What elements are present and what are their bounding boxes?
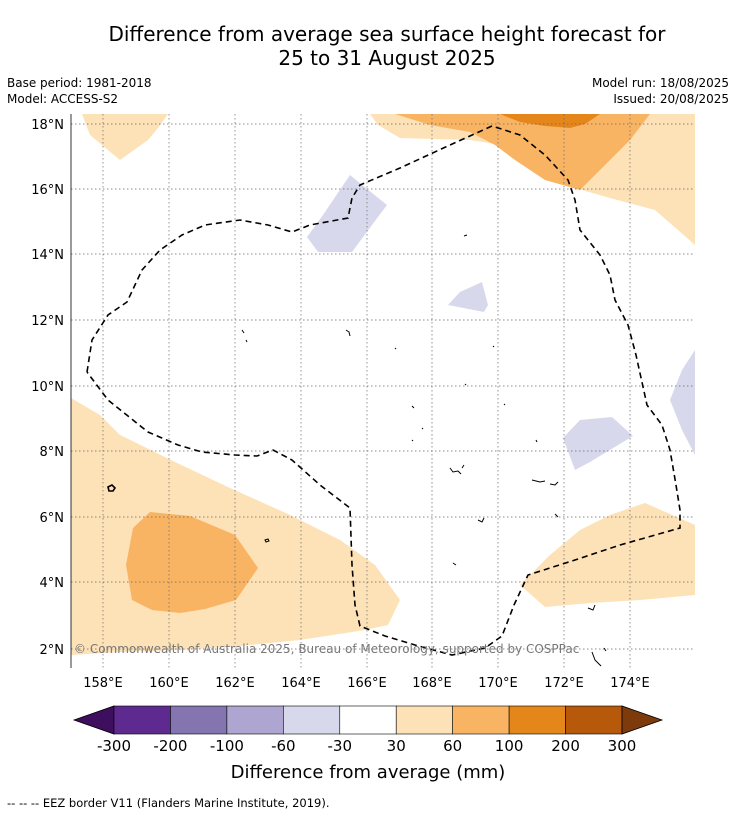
latitude-label: 2°N: [40, 643, 65, 658]
longitude-label: 162°E: [215, 676, 255, 691]
colorbar-segment: [508, 705, 566, 735]
model-name: Model: ACCESS-S2: [7, 92, 119, 106]
eez-footnote: -- -- -- EEZ border V11 (Flanders Marine…: [7, 796, 330, 810]
colorbar: [72, 705, 664, 735]
negative-anomaly-patch-3: [563, 417, 633, 470]
colorbar-segment: [452, 705, 510, 735]
latitude-label: 8°N: [40, 445, 65, 460]
meta-right: Model run: 18/08/2025 Issued: 20/08/2025: [592, 75, 729, 107]
colorbar-extend-low: [72, 705, 115, 735]
base-period: Base period: 1981-2018: [7, 76, 152, 90]
colorbar-tick-label: 100: [495, 737, 524, 755]
positive-anomaly-region-se: [520, 503, 695, 607]
title-line-2: 25 to 31 August 2025: [278, 46, 496, 70]
negative-anomaly-patch-4: [670, 350, 695, 455]
colorbar-segment: [395, 705, 453, 735]
colorbar-segment: [170, 705, 228, 735]
longitude-labels: 158°E 160°E 162°E 164°E 166°E 168°E 170°E 172°E…: [83, 676, 650, 691]
positive-anomaly-region-ne-60: [395, 114, 650, 190]
colorbar-segment: [339, 705, 397, 735]
colorbar-segment: [283, 705, 341, 735]
colorbar-tick-label: -60: [271, 737, 296, 755]
colorbar-tick-label: -30: [328, 737, 353, 755]
longitude-label: 160°E: [149, 676, 189, 691]
latitude-label: 18°N: [31, 118, 64, 133]
colorbar-segment: [113, 705, 171, 735]
colorbar-tick-label: 300: [608, 737, 637, 755]
colorbar-tick-label: -100: [210, 737, 244, 755]
colorbar-tick-label: 30: [387, 737, 406, 755]
longitude-label: 166°E: [347, 676, 387, 691]
contour-fills: [71, 114, 695, 655]
colorbar-segment: [226, 705, 284, 735]
latitude-label: 10°N: [31, 380, 64, 395]
longitude-label: 174°E: [610, 676, 650, 691]
colorbar-extend-high: [621, 705, 664, 735]
issued-date: Issued: 20/08/2025: [613, 92, 729, 106]
positive-anomaly-region-nw: [82, 114, 168, 160]
negative-anomaly-patch-2: [448, 282, 488, 312]
eez-border: [86, 125, 681, 656]
copyright-notice: © Commonwealth of Australia 2025, Bureau…: [74, 642, 579, 656]
meta-left: Base period: 1981-2018 Model: ACCESS-S2: [7, 75, 152, 107]
title-line-1: Difference from average sea surface heig…: [108, 22, 666, 46]
longitude-label: 158°E: [83, 676, 123, 691]
colorbar-tick-label: -300: [97, 737, 131, 755]
latitude-label: 14°N: [31, 248, 64, 263]
latitude-labels: 2°N 4°N 6°N 8°N 10°N 12°N 14°N 16°N 18°N: [31, 118, 64, 658]
negative-anomaly-patch-1: [307, 175, 387, 252]
colorbar-segment: [565, 705, 623, 735]
colorbar-tick-label: -200: [153, 737, 187, 755]
longitude-label: 172°E: [544, 676, 584, 691]
chart-title: Difference from average sea surface heig…: [0, 22, 736, 70]
model-run: Model run: 18/08/2025: [591, 76, 729, 90]
island-outlines: [107, 234, 607, 667]
latitude-label: 4°N: [40, 576, 65, 591]
latitude-label: 12°N: [31, 314, 64, 329]
colorbar-tick-label: 200: [551, 737, 580, 755]
longitude-label: 170°E: [478, 676, 518, 691]
colorbar-tick-labels: -300 -200 -100 -60 -30 30 60 100 200 300: [97, 737, 636, 755]
positive-anomaly-region-sw-60: [126, 512, 258, 613]
latitude-label: 16°N: [31, 183, 64, 198]
positive-anomaly-region-ne-100: [500, 114, 600, 128]
latitude-label: 6°N: [40, 511, 65, 526]
longitude-label: 164°E: [281, 676, 321, 691]
gridlines: [71, 114, 695, 668]
colorbar-tick-label: 60: [443, 737, 462, 755]
longitude-label: 168°E: [412, 676, 452, 691]
colorbar-label: Difference from average (mm): [231, 762, 506, 783]
